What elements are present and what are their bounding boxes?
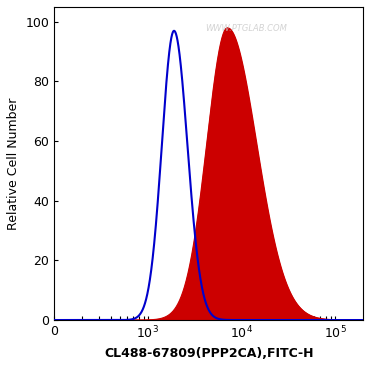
Text: WWW.PTGLAB.COM: WWW.PTGLAB.COM: [205, 24, 287, 33]
X-axis label: CL488-67809(PPP2CA),FITC-H: CL488-67809(PPP2CA),FITC-H: [104, 347, 313, 360]
Y-axis label: Relative Cell Number: Relative Cell Number: [7, 97, 20, 230]
